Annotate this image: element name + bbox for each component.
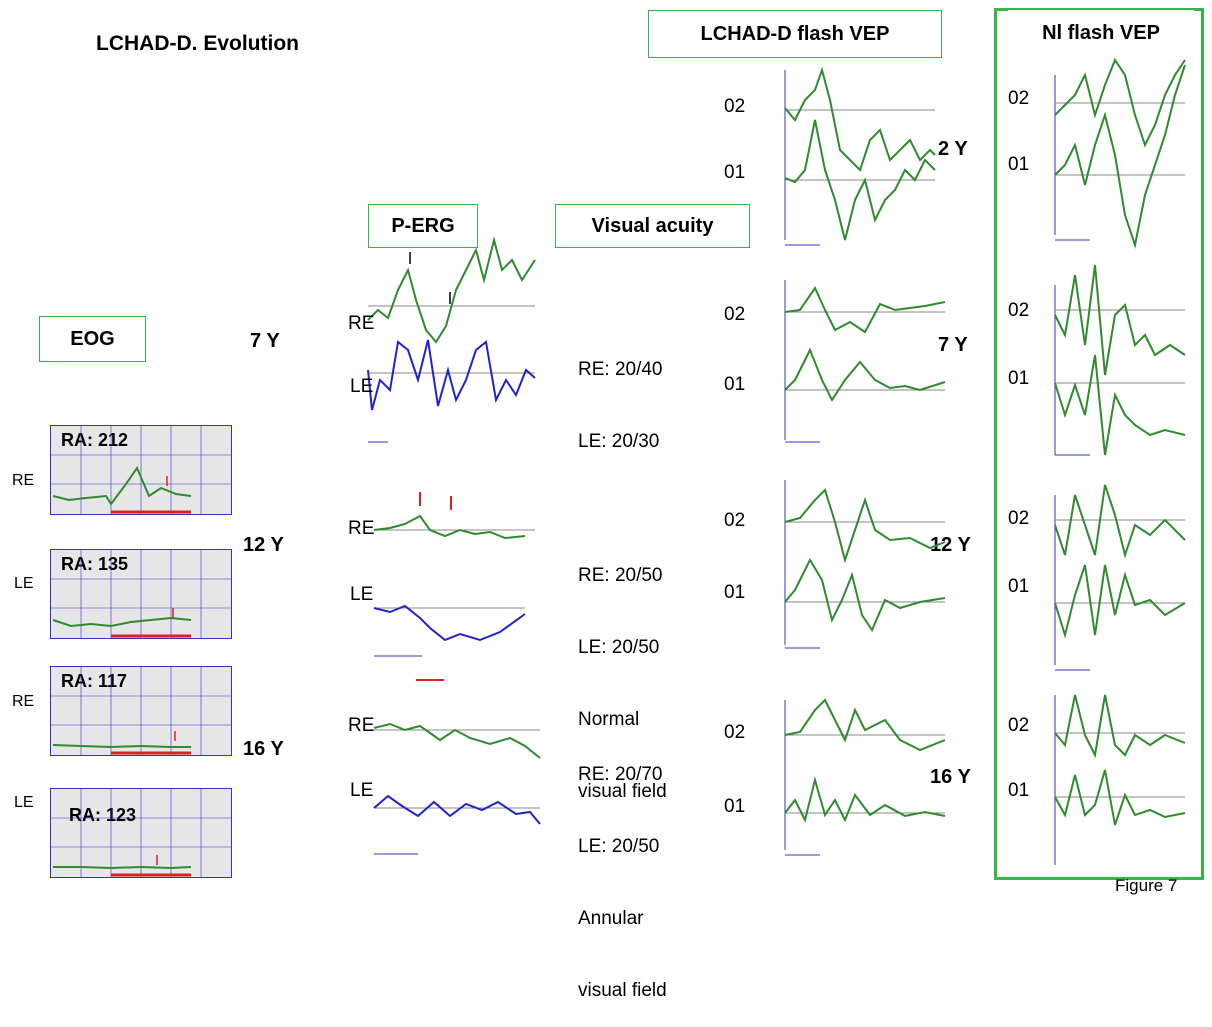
- va-field: Annular: [578, 908, 644, 929]
- vep-age-16y: 16 Y: [930, 766, 971, 788]
- perg-eye-label: LE: [350, 780, 374, 801]
- eog-label: EOG: [70, 327, 115, 350]
- perg-eye-label: LE: [350, 584, 374, 605]
- lchad-vep-label: LCHAD-D flash VEP: [700, 22, 890, 45]
- vep-channel-label: 01: [724, 582, 746, 603]
- nl-vep-label-box: Nl flash VEP: [1008, 10, 1194, 56]
- va-block-7y: RE: 20/40 LE: 20/30: [578, 310, 663, 478]
- nl-vep-channel-label: 02: [1008, 508, 1030, 529]
- age-label-16y: 16 Y: [243, 738, 284, 760]
- age-label-12y: 12 Y: [243, 534, 284, 556]
- nl-vep-channel-label: 01: [1008, 780, 1030, 801]
- eog-panel: RA: 123: [50, 788, 232, 878]
- vep-channel-label: 02: [724, 304, 746, 325]
- ra-value: RA: 117: [61, 671, 128, 691]
- eog-eye-label: LE: [14, 575, 34, 592]
- visual-acuity-label-box: Visual acuity: [555, 204, 750, 248]
- va-re: RE: 20/70: [578, 764, 663, 785]
- figure-title: LCHAD-D. Evolution: [96, 32, 299, 55]
- va-re: RE: 20/50: [578, 565, 663, 586]
- vep-age-2y: 2 Y: [938, 138, 968, 160]
- eog-plot: [51, 426, 231, 514]
- perg-eye-label: LE: [350, 376, 374, 397]
- figure-caption: Figure 7: [1115, 876, 1178, 895]
- eog-panel: RA: 212: [50, 425, 232, 515]
- eog-panel: RA: 117: [50, 666, 232, 756]
- eog-eye-label: RE: [12, 472, 35, 489]
- visual-acuity-label: Visual acuity: [591, 214, 714, 237]
- va-le: LE: 20/30: [578, 431, 660, 452]
- nl-vep-label: Nl flash VEP: [1042, 21, 1160, 44]
- vep-channel-label: 01: [724, 796, 746, 817]
- nl-vep-channel-label: 01: [1008, 368, 1030, 389]
- perg-traces: [367, 236, 541, 855]
- perg-eye-label: RE: [348, 518, 375, 539]
- perg-label: P-ERG: [391, 214, 455, 237]
- vep-channel-label: 02: [724, 96, 746, 117]
- vep-age-12y: 12 Y: [930, 534, 971, 556]
- nl-vep-channel-label: 01: [1008, 154, 1030, 175]
- va-le: LE: 20/50: [578, 836, 660, 857]
- va-re: RE: 20/40: [578, 359, 663, 380]
- va-block-12y: RE: 20/50 LE: 20/50 Normal visual field: [578, 516, 667, 828]
- eog-eye-label: RE: [12, 693, 35, 710]
- perg-eye-label: RE: [348, 313, 375, 334]
- normal-vep-traces: [1054, 57, 1186, 865]
- vep-channel-label: 02: [724, 722, 746, 743]
- lchad-vep-traces: [784, 66, 946, 856]
- va-field: Normal: [578, 709, 640, 730]
- nl-vep-channel-label: 01: [1008, 576, 1030, 597]
- nl-vep-channel-label: 02: [1008, 715, 1030, 736]
- va-le: LE: 20/50: [578, 637, 660, 658]
- eog-plot: [51, 550, 231, 638]
- perg-eye-label: RE: [348, 715, 375, 736]
- vep-channel-label: 01: [724, 162, 746, 183]
- perg-label-box: P-ERG: [368, 204, 478, 248]
- vep-age-7y: 7 Y: [938, 334, 968, 356]
- normal-vep-frame: [994, 8, 1204, 880]
- eog-label-box: EOG: [39, 316, 146, 362]
- ra-value: RA: 123: [69, 805, 137, 825]
- age-label-7y: 7 Y: [250, 330, 280, 352]
- eog-eye-label: LE: [14, 794, 34, 811]
- nl-vep-channel-label: 02: [1008, 88, 1030, 109]
- eog-plot: [51, 789, 231, 877]
- va-field: visual field: [578, 781, 667, 802]
- eog-plot: [51, 667, 231, 755]
- va-block-16y: RE: 20/70 LE: 20/50 Annular visual field: [578, 715, 667, 1027]
- eog-panel: RA: 135: [50, 549, 232, 639]
- lchad-vep-label-box: LCHAD-D flash VEP: [648, 10, 942, 58]
- va-field: visual field: [578, 980, 667, 1001]
- vep-channel-label: 01: [724, 374, 746, 395]
- vep-channel-label: 02: [724, 510, 746, 531]
- nl-vep-channel-label: 02: [1008, 300, 1030, 321]
